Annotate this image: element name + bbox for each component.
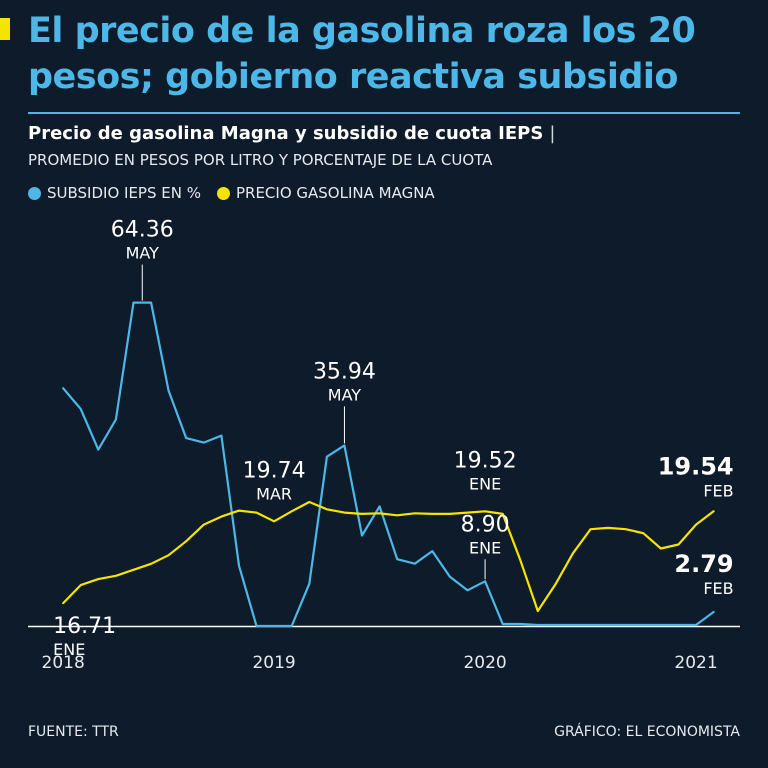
legend-label-subsidy: SUBSIDIO IEPS EN % <box>47 184 201 202</box>
annotation-value-6: 19.54 <box>658 452 734 480</box>
x-tick-label-2020: 2020 <box>463 653 506 673</box>
x-tick-label-2021: 2021 <box>674 653 717 673</box>
legend-item-price: PRECIO GASOLINA MAGNA <box>216 184 435 202</box>
annotation-month-5: ENE <box>469 538 501 557</box>
legend-label-price: PRECIO GASOLINA MAGNA <box>235 184 435 202</box>
chart-subtitle-text: Precio de gasolina Magna y subsidio de c… <box>28 123 544 144</box>
annotation-value-2: 19.74 <box>243 458 306 483</box>
source-note: FUENTE: TTR <box>28 724 119 740</box>
series-line-subsidy <box>62 301 715 628</box>
subtitle-separator: | <box>549 123 556 144</box>
annotation-value-4: 16.71 <box>53 614 116 639</box>
graphic-credit: GRÁFICO: EL ECONOMISTA <box>554 724 740 740</box>
annotation-value-1: 35.94 <box>313 359 376 384</box>
legend-dot-subsidy <box>28 186 41 200</box>
annotation-month-0: MAY <box>126 244 160 263</box>
annotation-month-6: FEB <box>703 481 733 500</box>
legend: SUBSIDIO IEPS EN % PRECIO GASOLINA MAGNA <box>28 184 451 202</box>
accent-bar <box>0 18 10 40</box>
title-rule <box>28 112 740 114</box>
legend-dot-price <box>216 186 230 200</box>
annotation-value-5: 8.90 <box>461 512 510 537</box>
annotation-month-3: ENE <box>469 474 501 493</box>
annotation-month-7: FEB <box>703 579 733 598</box>
annotation-value-7: 2.79 <box>674 550 733 578</box>
headline: El precio de la gasolina roza los 20 pes… <box>28 11 696 97</box>
unit-description: PROMEDIO EN PESOS POR LITRO Y PORCENTAJE… <box>28 151 493 169</box>
chart-subtitle: Precio de gasolina Magna y subsidio de c… <box>28 123 758 144</box>
legend-item-subsidy: SUBSIDIO IEPS EN % <box>28 184 201 202</box>
annotation-month-1: MAY <box>328 385 362 404</box>
series-line-price <box>62 500 715 613</box>
annotation-month-2: MAR <box>256 484 292 503</box>
annotation-value-0: 64.36 <box>111 218 174 243</box>
annotation-value-3: 19.52 <box>454 448 517 473</box>
x-tick-label-2018: 2018 <box>42 653 85 673</box>
annotation-month-4: ENE <box>53 640 85 659</box>
x-tick-label-2019: 2019 <box>252 653 295 673</box>
